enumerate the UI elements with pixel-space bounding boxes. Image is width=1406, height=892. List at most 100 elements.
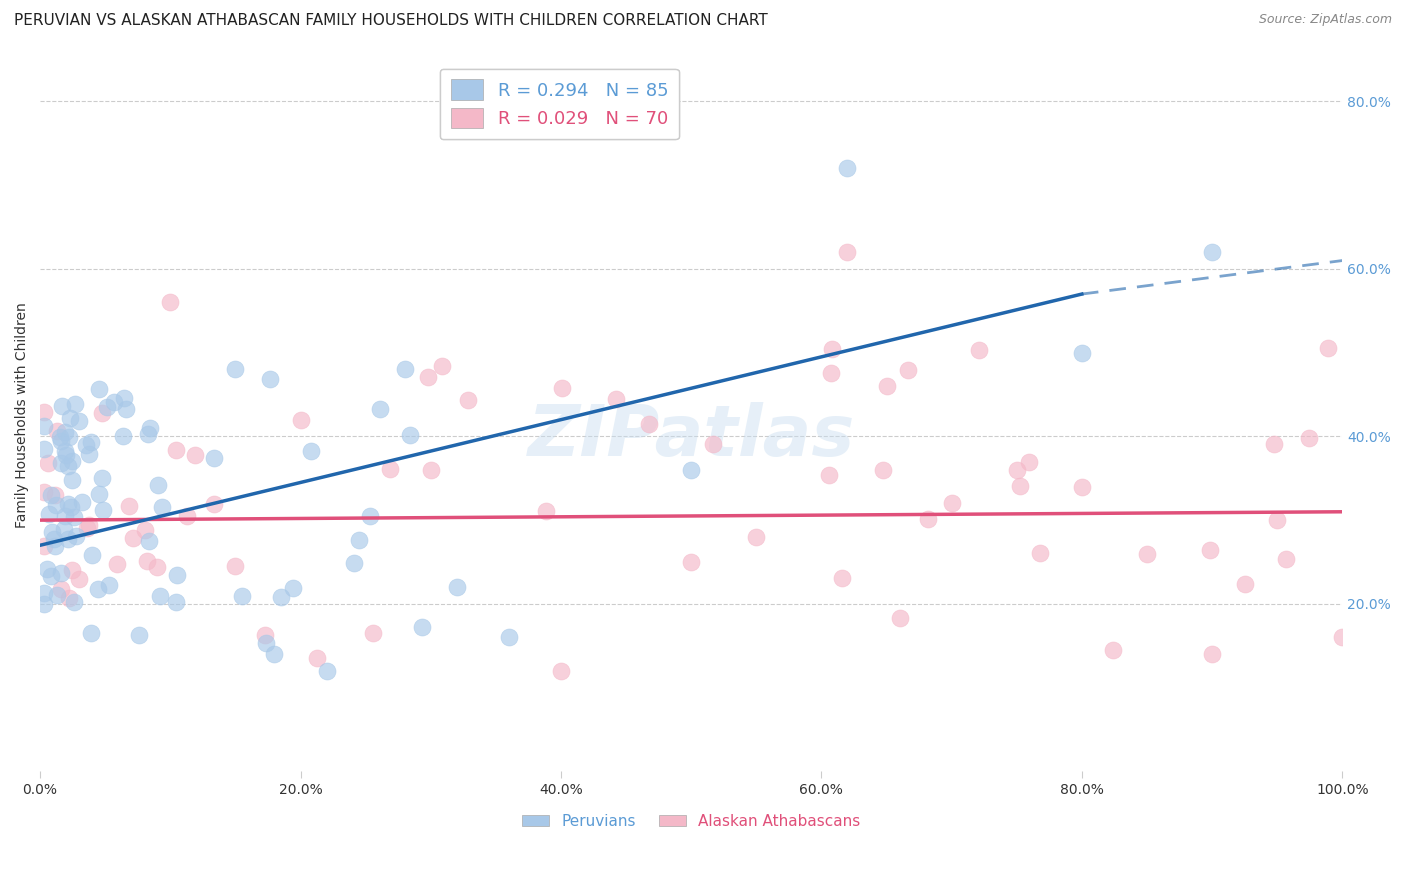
Point: [1263, 437, 1285, 451]
Point: [58, 591, 80, 605]
Point: [202, 451, 225, 466]
Point: [32, 404, 55, 418]
Point: [136, 554, 159, 568]
Point: [49, 430, 72, 444]
Point: [138, 421, 160, 435]
Point: [967, 343, 990, 357]
Point: [80, 625, 103, 640]
Point: [837, 161, 859, 176]
Point: [87, 487, 110, 501]
Point: [32, 442, 55, 456]
Point: [290, 412, 312, 426]
Point: [70, 495, 93, 509]
Point: [343, 556, 366, 570]
Point: [91, 406, 114, 420]
Point: [46, 588, 69, 602]
Point: [63, 595, 86, 609]
Point: [45, 424, 67, 438]
Point: [872, 463, 894, 477]
Point: [745, 530, 768, 544]
Point: [1008, 479, 1031, 493]
Point: [53, 444, 76, 458]
Point: [305, 651, 328, 665]
Point: [446, 580, 468, 594]
Point: [53, 508, 76, 523]
Point: [65, 397, 87, 411]
Text: PERUVIAN VS ALASKAN ATHABASCAN FAMILY HOUSEHOLDS WITH CHILDREN CORRELATION CHART: PERUVIAN VS ALASKAN ATHABASCAN FAMILY HO…: [14, 13, 768, 29]
Point: [58, 430, 80, 444]
Point: [63, 510, 86, 524]
Point: [39, 487, 62, 501]
Point: [1298, 431, 1320, 445]
Point: [90, 471, 112, 485]
Point: [80, 548, 103, 562]
Point: [1102, 643, 1125, 657]
Point: [224, 558, 246, 573]
Point: [202, 497, 225, 511]
Point: [1233, 576, 1256, 591]
Point: [361, 626, 384, 640]
Point: [550, 664, 572, 678]
Point: [831, 571, 853, 585]
Point: [1316, 342, 1339, 356]
Point: [259, 372, 281, 386]
Point: [49, 582, 72, 596]
Point: [146, 477, 169, 491]
Point: [105, 557, 128, 571]
Point: [1018, 455, 1040, 469]
Point: [121, 531, 143, 545]
Point: [112, 429, 135, 443]
Point: [146, 559, 169, 574]
Point: [51, 566, 73, 580]
Point: [32, 586, 55, 600]
Point: [67, 413, 90, 427]
Point: [1265, 513, 1288, 527]
Point: [37, 456, 59, 470]
Point: [253, 628, 276, 642]
Point: [55, 425, 77, 439]
Point: [55, 449, 77, 463]
Point: [32, 597, 55, 611]
Point: [60, 563, 83, 577]
Point: [498, 631, 520, 645]
Point: [702, 437, 724, 451]
Point: [60, 473, 83, 487]
Text: ZIPatlas: ZIPatlas: [527, 402, 855, 471]
Point: [1275, 552, 1298, 566]
Point: [1201, 245, 1223, 260]
Point: [176, 509, 198, 524]
Point: [551, 381, 574, 395]
Point: [1136, 547, 1159, 561]
Point: [231, 589, 253, 603]
Point: [1201, 647, 1223, 661]
Point: [96, 401, 118, 415]
Point: [65, 529, 87, 543]
Point: [134, 523, 156, 537]
Point: [432, 359, 454, 373]
Point: [149, 590, 172, 604]
Point: [114, 402, 136, 417]
Point: [359, 509, 381, 524]
Point: [1005, 463, 1028, 477]
Point: [837, 245, 859, 260]
Point: [41, 524, 63, 539]
Point: [87, 582, 110, 597]
Point: [380, 461, 402, 475]
Point: [51, 434, 73, 448]
Point: [281, 581, 304, 595]
Point: [93, 503, 115, 517]
Point: [1331, 631, 1354, 645]
Point: [605, 392, 627, 407]
Point: [411, 620, 433, 634]
Point: [32, 539, 55, 553]
Point: [818, 468, 841, 483]
Point: [876, 379, 898, 393]
Point: [419, 463, 441, 477]
Point: [39, 569, 62, 583]
Point: [112, 391, 135, 405]
Point: [263, 647, 285, 661]
Point: [941, 496, 963, 510]
Point: [299, 443, 322, 458]
Point: [56, 533, 79, 547]
Point: [1029, 546, 1052, 560]
